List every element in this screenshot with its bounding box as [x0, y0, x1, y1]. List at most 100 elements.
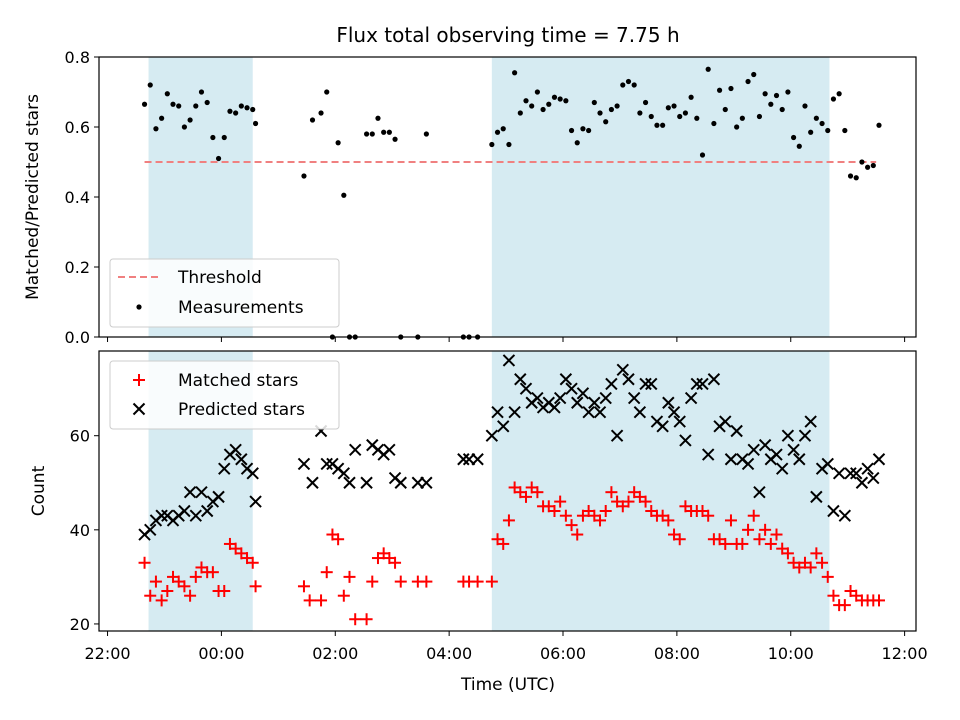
predicted-star-point: [383, 443, 396, 457]
measurement-point: [836, 91, 842, 97]
measurement-point: [517, 110, 523, 116]
bottom-x-ticks: 22:00 00:00 02:00 04:00 06:00 08:00 10:00 12:00: [84, 631, 928, 663]
measurement-point: [790, 134, 797, 141]
matched-star-point: [349, 613, 362, 626]
measurement-point: [153, 126, 159, 132]
matched-star-point: [742, 523, 755, 536]
measurement-point: [250, 106, 256, 113]
matched-star-point: [736, 537, 749, 550]
measurementsseries: [141, 66, 882, 340]
predicted-star-point: [616, 363, 629, 377]
predicted-star-point: [337, 467, 351, 480]
matched-star-point: [303, 594, 316, 607]
measurement-point: [181, 124, 188, 130]
matched-star-point: [218, 585, 231, 597]
matched-star-point: [502, 514, 515, 527]
measurement-point: [210, 134, 216, 141]
matched-star-point: [206, 566, 219, 579]
predicted-star-point: [320, 457, 333, 471]
measurement-point: [802, 103, 808, 109]
matched-star-point: [724, 514, 737, 527]
predicted-star-point: [724, 453, 738, 466]
bottom-legend: Matched stars Predicted stars: [109, 360, 340, 430]
matched-star-point: [155, 594, 168, 607]
matched-star-point: [554, 495, 567, 508]
predicted-starsseries: [138, 354, 886, 541]
predicted-star-point: [548, 401, 561, 414]
predicted-star-point: [861, 462, 874, 475]
predicted-star-point: [189, 509, 202, 522]
measurement-point: [318, 110, 324, 116]
measurement-point: [392, 136, 398, 142]
measurement-point: [785, 89, 791, 95]
top-legend: Threshold Measurements: [109, 258, 340, 328]
matched-star-point: [816, 556, 829, 569]
matched-star-point: [719, 537, 732, 550]
matched-star-point: [161, 585, 174, 597]
measurement-point: [620, 82, 626, 88]
matched-legend-swatch: [133, 374, 145, 386]
predicted-star-point: [576, 387, 590, 400]
measurement-point: [796, 143, 802, 149]
predicted-star-point: [306, 476, 319, 489]
predicted-star-point: [684, 391, 698, 405]
predicted-star-point: [622, 373, 635, 386]
predicted-star-point: [519, 382, 533, 395]
bot-y-tick-label-0: 20: [70, 615, 90, 634]
predicted-star-point: [212, 490, 225, 504]
predicted-star-point: [707, 373, 721, 386]
predicted-star-point: [155, 509, 168, 522]
predicted-star-point: [679, 434, 692, 447]
measurement-point: [751, 71, 757, 78]
measurement-point: [745, 78, 751, 85]
measurement-point: [252, 120, 259, 127]
measurement-point: [779, 106, 785, 113]
measurement-point: [363, 131, 370, 137]
matched-star-point: [497, 537, 510, 550]
predicted-legend-label: Predicted stars: [178, 400, 305, 420]
predicted-legend-swatch: [132, 402, 146, 416]
predicted-star-point: [457, 453, 470, 466]
predicted-star-point: [297, 457, 311, 471]
matched-star-point: [594, 514, 607, 527]
matched-star-point: [420, 575, 433, 588]
predicted-star-point: [758, 438, 772, 452]
measurement-point: [141, 101, 148, 107]
predicted-star-point: [627, 391, 641, 405]
measurement-point: [876, 122, 882, 128]
matched-star-point: [565, 519, 578, 532]
predicted-star-point: [781, 429, 795, 442]
predicted-star-point: [832, 467, 846, 480]
predicted-star-point: [485, 429, 499, 442]
top-x-ticks: [107, 337, 906, 342]
measurement-point: [335, 140, 341, 146]
matched-star-point: [605, 486, 618, 499]
bottom-star-points: [138, 354, 886, 626]
measurement-point: [506, 141, 512, 148]
measurement-point: [147, 82, 153, 88]
predicted-star-point: [178, 504, 191, 518]
measurement-point: [164, 91, 170, 97]
x-tick-label-1: 00:00: [198, 644, 244, 663]
measurement-point: [654, 122, 660, 128]
predicted-star-point: [218, 462, 231, 475]
predicted-star-point: [491, 405, 504, 419]
top-y-tick-label-3: 0.6: [65, 118, 90, 137]
measurement-point: [637, 110, 643, 116]
measurement-point: [187, 117, 193, 123]
matched-star-point: [320, 566, 333, 579]
measurement-point: [699, 152, 706, 158]
measurement-point: [204, 99, 210, 106]
top-y-tick-label-4: 0.8: [65, 48, 90, 67]
measurement-point: [671, 103, 677, 109]
measurement-point: [694, 115, 700, 121]
bottom-legend-box: [109, 360, 340, 430]
matched-star-point: [184, 589, 197, 602]
measurement-point: [423, 131, 429, 137]
predicted-star-point: [855, 476, 869, 489]
measurement-point: [244, 105, 250, 111]
matched-star-point: [759, 523, 772, 536]
predicted-star-point: [838, 509, 852, 522]
matched-star-point: [149, 575, 162, 588]
top-y-axis-label: Matched/Predicted stars: [23, 94, 43, 300]
